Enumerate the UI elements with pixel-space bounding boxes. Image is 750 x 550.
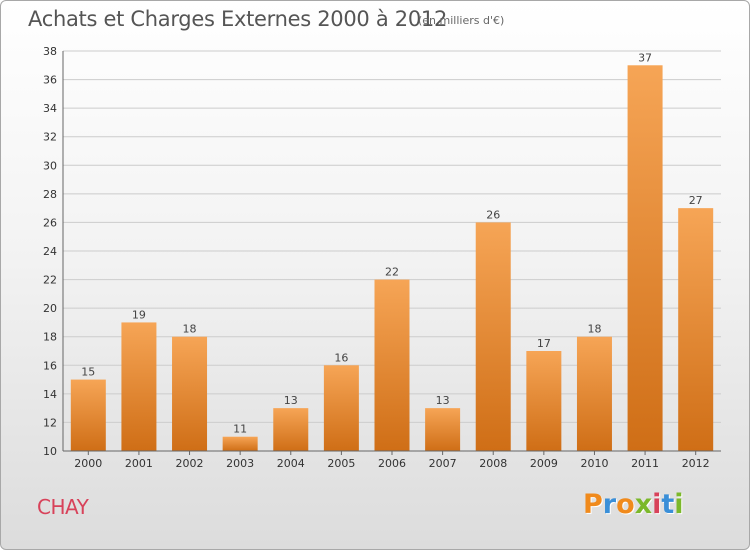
- x-tick-label: 2011: [631, 457, 659, 470]
- y-tick-label: 22: [43, 274, 57, 287]
- data-label-2006: 22: [385, 266, 399, 279]
- y-tick-label: 24: [43, 245, 57, 258]
- logo-letter: o: [616, 489, 635, 520]
- data-label-2000: 15: [81, 366, 95, 379]
- logo-letter: t: [661, 489, 675, 520]
- data-label-2003: 11: [233, 423, 247, 436]
- bar-2008: [475, 222, 511, 451]
- bar-2011: [627, 65, 663, 452]
- proxiti-logo[interactable]: Proxiti: [583, 489, 684, 520]
- data-label-2001: 19: [132, 308, 146, 321]
- bar-2012: [678, 208, 714, 451]
- data-label-2012: 27: [689, 194, 703, 207]
- x-tick-label: 2008: [479, 457, 507, 470]
- bar-2007: [425, 408, 461, 451]
- logo-letter: r: [602, 489, 617, 520]
- data-label-2009: 17: [537, 337, 551, 350]
- logo-letter: x: [634, 489, 653, 520]
- y-tick-label: 26: [43, 216, 57, 229]
- x-tick-label: 2002: [176, 457, 204, 470]
- x-tick-label: 2012: [682, 457, 710, 470]
- y-tick-label: 32: [43, 131, 57, 144]
- bar-2004: [273, 408, 309, 451]
- logo-letter: i: [652, 489, 662, 520]
- data-label-2005: 16: [334, 351, 348, 364]
- logo-letter: P: [583, 489, 603, 520]
- y-tick-label: 20: [43, 302, 57, 315]
- y-tick-label: 30: [43, 159, 57, 172]
- x-tick-label: 2000: [74, 457, 102, 470]
- y-tick-label: 14: [43, 388, 57, 401]
- data-label-2008: 26: [486, 208, 500, 221]
- data-label-2011: 37: [638, 51, 652, 64]
- bar-2006: [374, 279, 410, 451]
- data-label-2007: 13: [436, 394, 450, 407]
- x-tick-label: 2004: [277, 457, 305, 470]
- bar-2000: [70, 379, 106, 451]
- axes: 10 12 14 16 18 20 22 24 26 28 30 32 34 36 38 2000 2001 20…: [43, 45, 721, 470]
- bar-2005: [323, 365, 359, 451]
- bar-2009: [526, 351, 562, 451]
- data-label-2004: 13: [284, 394, 298, 407]
- x-tick-label: 2009: [530, 457, 558, 470]
- x-tick-label: 2001: [125, 457, 153, 470]
- chart-subtitle: (en milliers d'€): [418, 14, 505, 27]
- y-tick-label: 38: [43, 45, 57, 58]
- x-tick-label: 2006: [378, 457, 406, 470]
- bar-2003: [222, 436, 258, 451]
- x-tick-label: 2010: [580, 457, 608, 470]
- y-tick-label: 16: [43, 359, 57, 372]
- y-tick-label: 18: [43, 331, 57, 344]
- x-tick-label: 2007: [429, 457, 457, 470]
- y-tick-label: 36: [43, 74, 57, 87]
- bar-2001: [121, 322, 157, 451]
- x-tick-label: 2003: [226, 457, 254, 470]
- chart-title: Achats et Charges Externes 2000 à 2012: [28, 7, 448, 31]
- x-tick-label: 2005: [327, 457, 355, 470]
- y-tick-label: 28: [43, 188, 57, 201]
- y-tick-label: 10: [43, 445, 57, 458]
- bars: 15 19 18 11 13 16 22 13 26 17 18 37 27: [70, 51, 714, 452]
- bar-2002: [172, 336, 208, 451]
- y-tick-label: 12: [43, 416, 57, 429]
- bar-2010: [576, 336, 612, 451]
- y-tick-label: 34: [43, 102, 57, 115]
- data-label-2002: 18: [183, 323, 197, 336]
- data-label-2010: 18: [587, 323, 601, 336]
- logo-letter: i: [674, 489, 684, 520]
- commune-name: CHAY: [37, 495, 89, 519]
